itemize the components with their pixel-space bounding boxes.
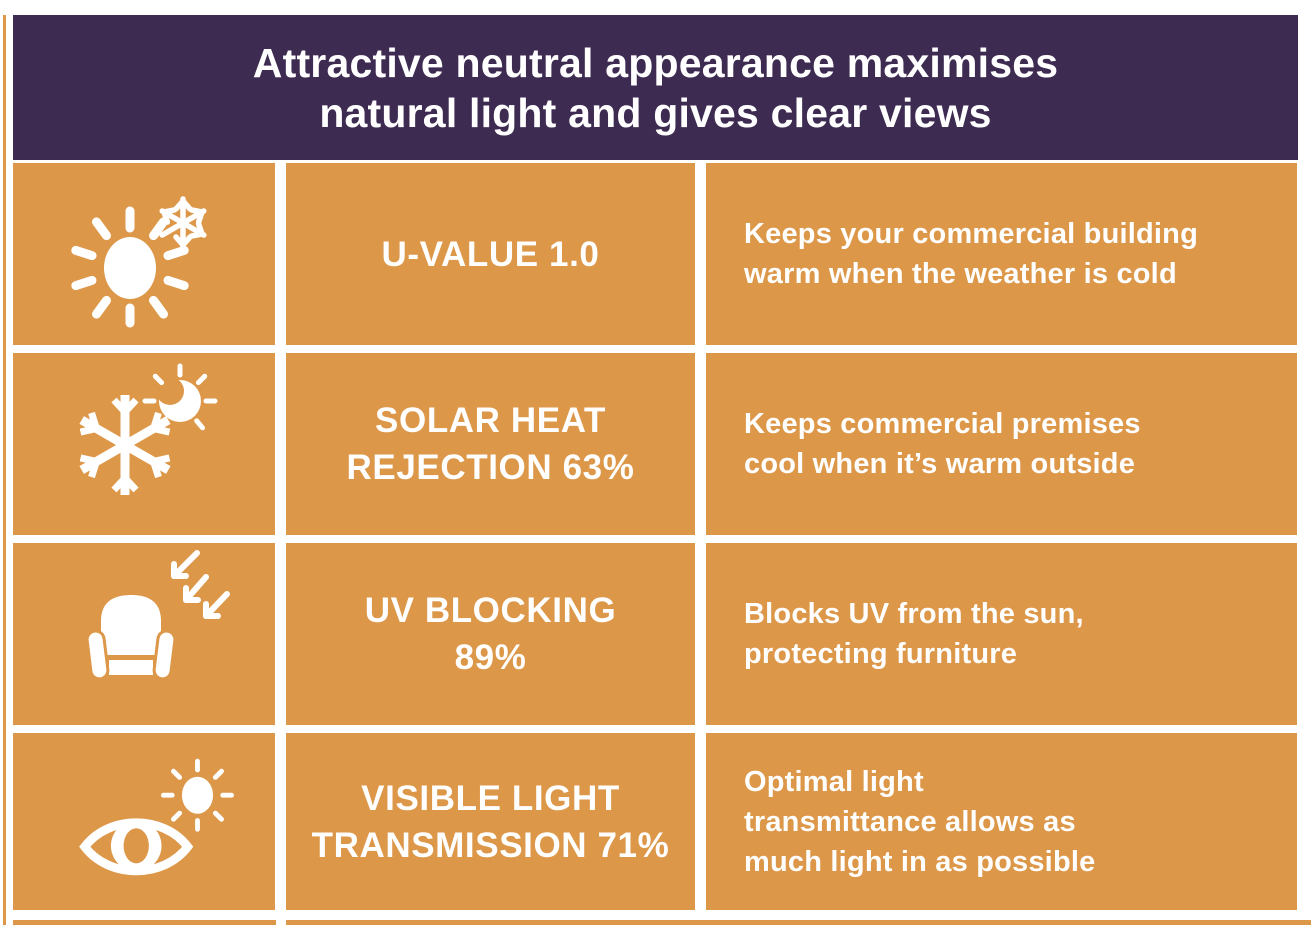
row-description-line: cool when it’s warm outside (744, 448, 1136, 480)
row-title: 89% (454, 638, 527, 677)
left-border-line (3, 15, 6, 925)
sun-with-snowflake-icon (71, 196, 207, 328)
row-title: REJECTION 63% (346, 448, 635, 487)
page-title-line-1: Attractive neutral appearance maximises (252, 39, 1059, 86)
row-uv-blocking-description-cell: Blocks UV from the sun, protecting furni… (706, 543, 1297, 725)
row-solar-heat-title-cell: SOLAR HEAT REJECTION 63% (286, 353, 695, 535)
snowflake-with-sun-icon (79, 363, 218, 495)
row-solar-heat-description-cell: Keeps commercial premises cool when it’s… (706, 353, 1297, 535)
row-uv-blocking-icon-cell (13, 543, 275, 725)
next-row-partial-left (13, 920, 276, 925)
row-description-line: warm when the weather is cold (744, 258, 1177, 290)
row-description-line: Keeps your commercial building (744, 218, 1198, 250)
row-title: U-VALUE 1.0 (381, 234, 600, 274)
row-description-line: protecting furniture (744, 638, 1018, 670)
row-uv-blocking-title-cell: UV BLOCKING 89% (286, 543, 695, 725)
row-solar-heat-icon-cell (13, 353, 275, 535)
next-row-partial-right (286, 920, 1311, 925)
row-description-line: transmittance allows as (744, 805, 1076, 838)
armchair-uv-arrows-icon (85, 550, 230, 681)
row-description-line: Blocks UV from the sun, (744, 598, 1084, 630)
row-description-line: much light in as possible (744, 845, 1096, 878)
row-visible-light-icon-cell (13, 733, 275, 910)
row-u-value-description-cell: Keeps your commercial building warm when… (706, 163, 1297, 345)
row-description-line: Keeps commercial premises (744, 408, 1141, 440)
row-title: VISIBLE LIGHT (361, 778, 620, 818)
row-description-line: Optimal light (744, 765, 924, 798)
eye-with-sun-icon (79, 758, 234, 876)
page-title-line-2: natural light and gives clear views (319, 89, 992, 136)
row-u-value-icon-cell (13, 163, 275, 345)
row-visible-light-description-cell: Optimal light transmittance allows as mu… (706, 733, 1297, 910)
header-banner: Attractive neutral appearance maximises … (13, 15, 1298, 160)
feature-table: U-VALUE 1.0 Keeps your commercial buildi… (13, 163, 1298, 910)
row-visible-light-title-cell: VISIBLE LIGHT TRANSMISSION 71% (286, 733, 695, 910)
row-title: SOLAR HEAT (375, 401, 606, 440)
row-title: UV BLOCKING (364, 591, 617, 630)
row-u-value-title-cell: U-VALUE 1.0 (286, 163, 695, 345)
row-title: TRANSMISSION 71% (311, 825, 670, 865)
